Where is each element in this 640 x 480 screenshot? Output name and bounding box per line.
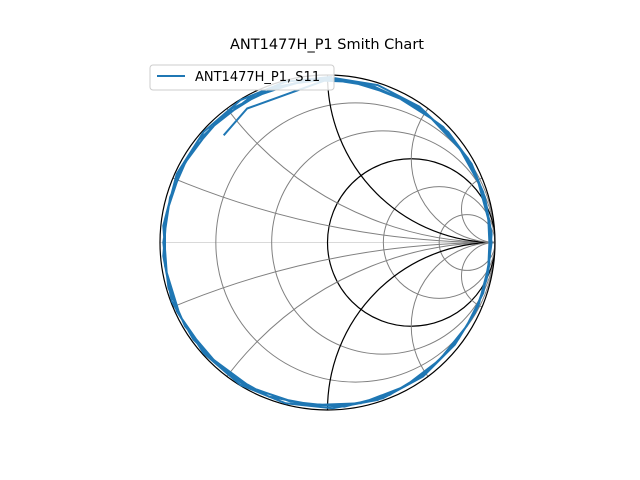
reactance-arc-neg-5 [461, 242, 495, 310]
legend-box [149, 64, 335, 91]
chart-title: ANT1477H_P1 Smith Chart [230, 37, 424, 53]
reactance-arc-neg-2 [410, 242, 495, 410]
reactance-arc-neg-0.2 [160, 242, 495, 410]
reactance-arc-neg-1 [326, 241, 495, 410]
resistance-circle-5 [438, 214, 495, 271]
reactance-arc-neg-0.5 [160, 242, 495, 410]
reactance-arc-pos-2 [410, 75, 495, 243]
resistance-circle-0.5 [271, 130, 495, 355]
reactance-arc-pos-5 [461, 175, 495, 243]
legend: ANT1477H_P1, S11 [149, 64, 335, 91]
legend-label: ANT1477H_P1, S11 [195, 70, 320, 85]
